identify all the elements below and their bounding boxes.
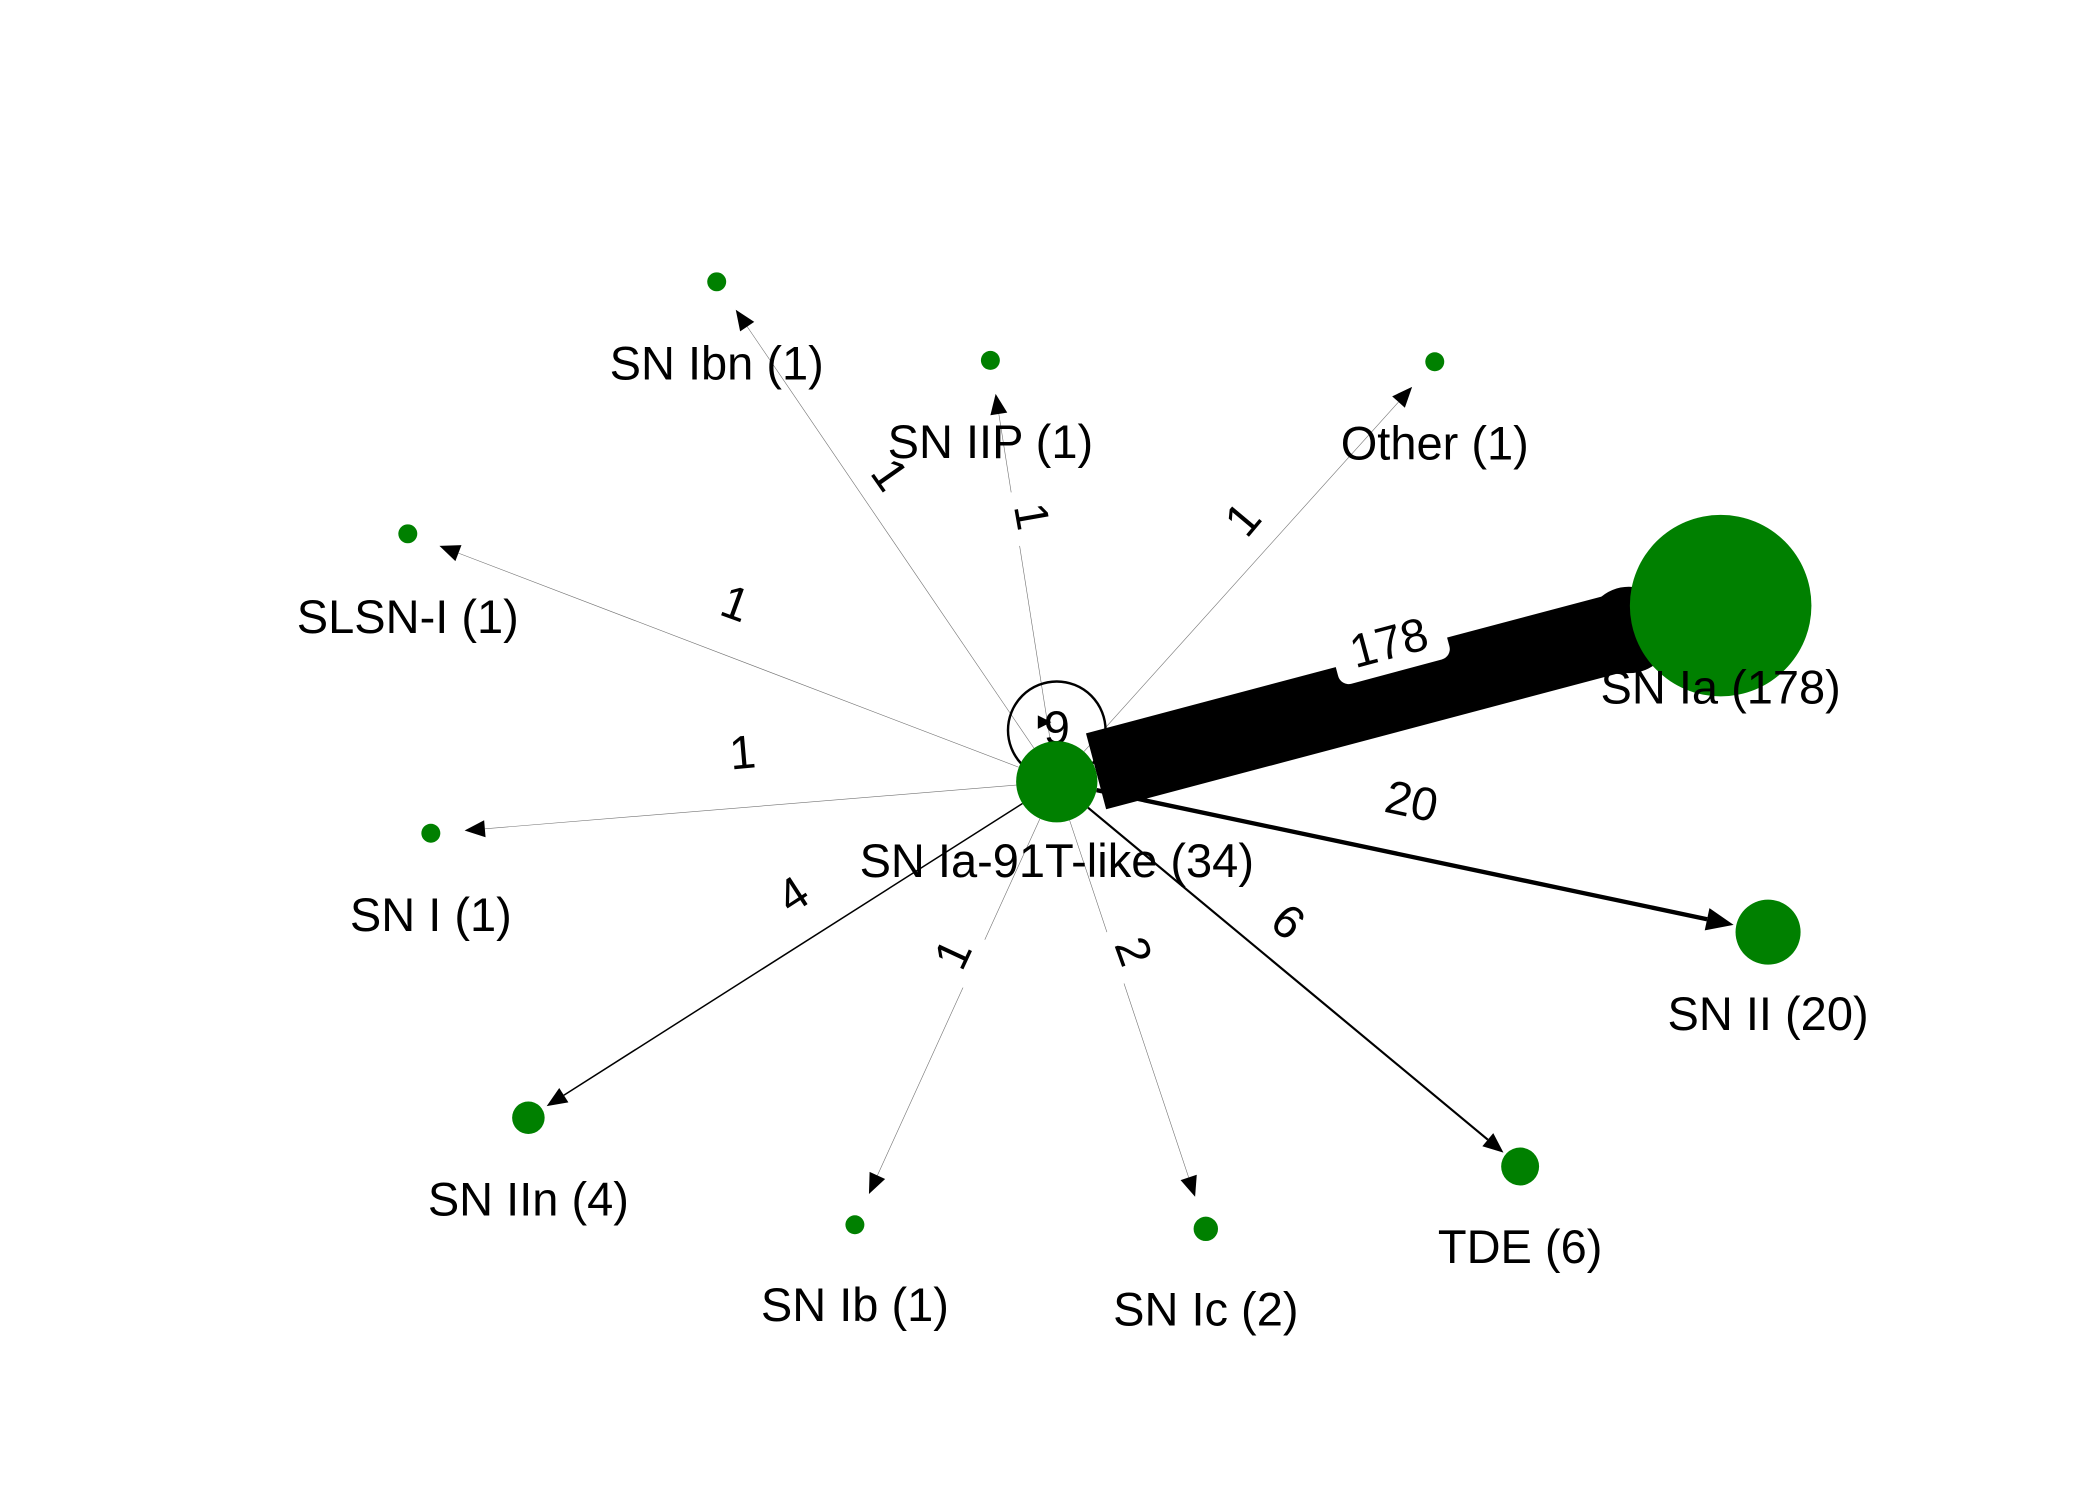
edge-label-group-other: 1	[1206, 482, 1279, 555]
node-slsn-i	[398, 524, 418, 544]
edge-label-bg-sn-iip	[999, 485, 1066, 547]
node-label-sn-iin: SN IIn (4)	[428, 1173, 629, 1226]
node-label-sn-i: SN I (1)	[350, 888, 512, 941]
edge-label-group-sn-ibn: 1	[853, 438, 927, 510]
node-sn-ibn	[707, 272, 727, 292]
node-sn-iip	[980, 350, 1000, 370]
edge-label-group-sn-ic: 2	[1099, 918, 1169, 984]
edge-arrow-sn-iip	[990, 393, 1008, 416]
node-sn-iin	[512, 1101, 545, 1134]
edge-line-slsn-i	[458, 552, 1019, 768]
node-circle-slsn-i	[398, 524, 418, 544]
node-center	[1016, 741, 1098, 823]
node-circle-tde	[1501, 1147, 1540, 1186]
node-circle-sn-ib	[845, 1215, 865, 1235]
edge-line-sn-i	[484, 784, 1017, 830]
edge-line-other	[1083, 401, 1399, 752]
edge-line-sn-iin	[563, 802, 1023, 1096]
edge-sn-ib	[868, 818, 1041, 1194]
node-circle-center	[1016, 741, 1098, 823]
edge-label-group-tde: 6	[1252, 884, 1325, 958]
node-sn-ib	[845, 1215, 865, 1235]
edge-tde	[1087, 806, 1504, 1153]
edge-arrow-sn-iin	[546, 1088, 569, 1107]
edge-label-bg-sn-ib	[916, 919, 988, 988]
edge-label-group-slsn-i: 1	[702, 568, 769, 638]
edge-line-sn-ii	[1096, 788, 1708, 922]
edge-arrow-sn-ic	[1180, 1174, 1197, 1197]
edge-arrow-sn-i	[464, 820, 486, 838]
edge-label-bg-sn-ia	[1327, 600, 1450, 685]
node-circle-sn-ibn	[707, 272, 727, 292]
edge-arrow-sn-ii	[1704, 908, 1734, 931]
edge-arrow-sn-ib	[868, 1171, 886, 1194]
node-sn-i	[421, 823, 441, 843]
edge-other	[1083, 386, 1413, 752]
edge-label-group-sn-iip: 1	[999, 485, 1066, 547]
edge-label-group-sn-iin: 4	[757, 858, 828, 931]
edge-line-tde	[1087, 806, 1489, 1141]
edge-label-bg-sn-ibn	[853, 438, 927, 510]
node-label-sn-iip: SN IIP (1)	[888, 415, 1093, 468]
node-label-tde: TDE (6)	[1438, 1220, 1603, 1273]
node-label-slsn-i: SLSN-I (1)	[297, 590, 519, 643]
edges-layer	[439, 309, 1734, 1197]
edge-sn-ibn	[735, 309, 1035, 749]
node-circle-sn-iin	[512, 1101, 545, 1134]
edge-label-sn-ii: 20	[1381, 769, 1443, 832]
node-circle-sn-i	[421, 823, 441, 843]
edge-line-sn-iip	[998, 413, 1051, 742]
edge-line-sn-ibn	[746, 326, 1035, 749]
node-label-other: Other (1)	[1341, 417, 1529, 470]
node-circle-sn-ia	[1629, 514, 1812, 697]
edge-line-sn-ia	[1085, 591, 1640, 810]
edge-label-bg-sn-i	[713, 720, 772, 784]
node-label-sn-ia: SN Ia (178)	[1600, 660, 1840, 713]
edge-arrow-sn-ibn	[735, 309, 755, 332]
edge-sn-ii	[1096, 788, 1734, 931]
edge-label-bg-slsn-i	[702, 568, 769, 638]
node-circle-sn-ii	[1735, 899, 1801, 965]
node-sn-ic	[1193, 1216, 1218, 1242]
edge-sn-ic	[1069, 820, 1197, 1197]
edge-arrow-tde	[1482, 1133, 1504, 1153]
node-label-sn-ii: SN II (20)	[1668, 987, 1869, 1040]
self-loop-arrow	[1037, 715, 1052, 729]
node-label-sn-ibn: SN Ibn (1)	[610, 337, 824, 390]
edge-label-bg-other	[1206, 482, 1279, 555]
edge-line-sn-ic	[1069, 820, 1189, 1178]
node-circle-other	[1425, 352, 1445, 372]
edge-label-bg-sn-ic	[1099, 918, 1169, 984]
node-label-sn-ib: SN Ib (1)	[761, 1278, 949, 1331]
edge-label-sn-i: 1	[727, 724, 758, 779]
edge-label-group-sn-i: 1	[713, 720, 772, 784]
node-circle-sn-iip	[980, 350, 1000, 370]
edge-label-bg-sn-iin	[757, 858, 828, 931]
edge-slsn-i	[439, 545, 1019, 768]
edge-sn-iin	[546, 802, 1023, 1107]
edge-sn-iip	[990, 393, 1051, 742]
edge-label-bg-tde	[1252, 884, 1325, 958]
node-sn-ii	[1735, 899, 1801, 965]
edge-line-sn-ib	[877, 818, 1041, 1176]
node-label-sn-ic: SN Ic (2)	[1113, 1282, 1298, 1335]
edge-sn-i	[464, 784, 1017, 838]
node-label-center: SN Ia-91T-like (34)	[860, 834, 1254, 887]
node-sn-ia	[1629, 514, 1812, 697]
node-circle-sn-ic	[1193, 1216, 1218, 1242]
edge-label-group-sn-ib: 1	[916, 919, 988, 988]
edge-arrow-slsn-i	[439, 545, 462, 562]
node-tde	[1501, 1147, 1540, 1186]
edge-label-group-sn-ii: 20	[1367, 764, 1456, 837]
edge-label-bg-sn-ii	[1367, 764, 1456, 837]
edge-arrow-other	[1392, 386, 1413, 408]
node-other	[1425, 352, 1445, 372]
nodes-layer	[398, 272, 1812, 1242]
